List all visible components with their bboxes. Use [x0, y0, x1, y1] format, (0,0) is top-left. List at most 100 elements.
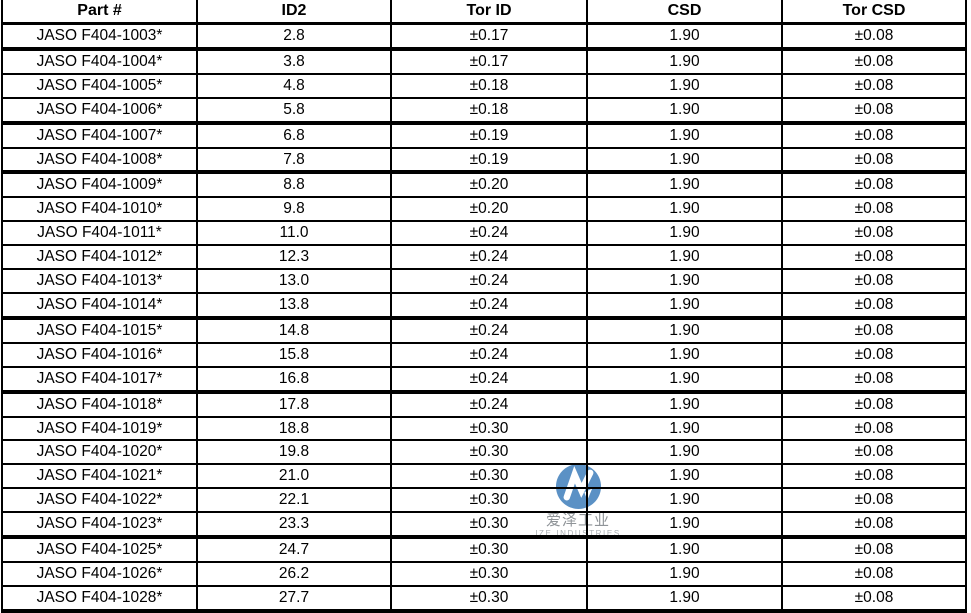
table-cell: JASO F404-1023*	[1, 512, 198, 538]
table-cell: 1.90	[586, 97, 783, 123]
table-cell: 1.90	[586, 317, 783, 343]
table-row: JASO F404-1006* 5.8 ±0.18 1.90 ±0.08	[1, 97, 967, 123]
column-header-id2: ID2	[196, 0, 392, 24]
table-cell: ±0.08	[781, 245, 967, 270]
table-cell: ±0.30	[390, 464, 588, 489]
table-cell: JASO F404-1013*	[1, 269, 198, 293]
table-cell: 24.7	[196, 537, 392, 562]
table-cell: ±0.08	[781, 585, 967, 611]
table-cell: 18.8	[196, 416, 392, 441]
table-cell: 1.90	[586, 464, 783, 489]
table-cell: ±0.18	[390, 73, 588, 98]
table-cell: ±0.08	[781, 292, 967, 318]
table-cell: 1.90	[586, 342, 783, 367]
table-cell: ±0.08	[781, 48, 967, 74]
table-cell: 1.90	[586, 221, 783, 246]
table-cell: 22.1	[196, 488, 392, 513]
table-cell: 1.90	[586, 488, 783, 513]
table-cell: ±0.24	[390, 221, 588, 246]
table-cell: 11.0	[196, 221, 392, 246]
table-cell: 13.8	[196, 292, 392, 318]
table-cell: ±0.08	[781, 391, 967, 417]
table-cell: ±0.19	[390, 147, 588, 173]
table-cell: ±0.08	[781, 342, 967, 367]
table-cell: 1.90	[586, 537, 783, 562]
table-cell: ±0.08	[781, 416, 967, 441]
table-cell: ±0.08	[781, 488, 967, 513]
table-cell: ±0.08	[781, 147, 967, 173]
table-cell: ±0.24	[390, 391, 588, 417]
table-cell: ±0.08	[781, 537, 967, 562]
table-row: JASO F404-1021* 21.0 ±0.30 1.90 ±0.08	[1, 464, 967, 489]
table-cell: 1.90	[586, 172, 783, 198]
column-header-csd: CSD	[586, 0, 783, 24]
table-cell: JASO F404-1028*	[1, 585, 198, 611]
table-cell: 15.8	[196, 342, 392, 367]
table-cell: JASO F404-1025*	[1, 537, 198, 562]
table-cell: JASO F404-1018*	[1, 391, 198, 417]
table-cell: ±0.17	[390, 23, 588, 49]
table-cell: 19.8	[196, 440, 392, 465]
table-cell: ±0.08	[781, 512, 967, 538]
table-cell: ±0.30	[390, 561, 588, 586]
table-cell: 26.2	[196, 561, 392, 586]
table-cell: JASO F404-1019*	[1, 416, 198, 441]
table-cell: ±0.20	[390, 197, 588, 222]
table-row: JASO F404-1025* 24.7 ±0.30 1.90 ±0.08	[1, 537, 967, 562]
table-cell: ±0.08	[781, 221, 967, 246]
table-row: JASO F404-1020* 19.8 ±0.30 1.90 ±0.08	[1, 440, 967, 465]
table-row: JASO F404-1026* 26.2 ±0.30 1.90 ±0.08	[1, 561, 967, 586]
table-cell: 8.8	[196, 172, 392, 198]
table-row: JASO F404-1022* 22.1 ±0.30 1.90 ±0.08	[1, 488, 967, 513]
table-cell: JASO F404-1008*	[1, 147, 198, 173]
table-header-row: Part # ID2 Tor ID CSD Tor CSD	[1, 0, 967, 24]
table-row: JASO F404-1013* 13.0 ±0.24 1.90 ±0.08	[1, 269, 967, 293]
table-cell: ±0.08	[781, 197, 967, 222]
table-cell: ±0.24	[390, 366, 588, 392]
table-cell: ±0.30	[390, 585, 588, 611]
table-cell: 23.3	[196, 512, 392, 538]
table-cell: JASO F404-1022*	[1, 488, 198, 513]
table-cell: ±0.30	[390, 512, 588, 538]
column-header-tor-id: Tor ID	[390, 0, 588, 24]
table-cell: 1.90	[586, 391, 783, 417]
table-cell: 13.0	[196, 269, 392, 293]
table-cell: ±0.30	[390, 416, 588, 441]
table-cell: 4.8	[196, 73, 392, 98]
table-cell: ±0.08	[781, 23, 967, 49]
table-cell: ±0.19	[390, 122, 588, 148]
table-row: JASO F404-1004* 3.8 ±0.17 1.90 ±0.08	[1, 48, 967, 74]
table-cell: 1.90	[586, 561, 783, 586]
table-cell: 1.90	[586, 245, 783, 270]
table-row: JASO F404-1011* 11.0 ±0.24 1.90 ±0.08	[1, 221, 967, 246]
table-cell: 1.90	[586, 512, 783, 538]
table-row: JASO F404-1019* 18.8 ±0.30 1.90 ±0.08	[1, 416, 967, 441]
table-cell: 1.90	[586, 440, 783, 465]
table-header: Part # ID2 Tor ID CSD Tor CSD	[1, 0, 967, 24]
table-cell: 1.90	[586, 416, 783, 441]
table-cell: JASO F404-1017*	[1, 366, 198, 392]
table-cell: ±0.08	[781, 122, 967, 148]
table-cell: ±0.24	[390, 317, 588, 343]
table-cell: 3.8	[196, 48, 392, 74]
table-cell: 1.90	[586, 197, 783, 222]
table-cell: JASO F404-1014*	[1, 292, 198, 318]
table-row: JASO F404-1023* 23.3 ±0.30 1.90 ±0.08	[1, 512, 967, 538]
table-cell: JASO F404-1009*	[1, 172, 198, 198]
table-cell: ±0.20	[390, 172, 588, 198]
table-row: JASO F404-1008* 7.8 ±0.19 1.90 ±0.08	[1, 147, 967, 173]
table-cell: JASO F404-1003*	[1, 23, 198, 49]
table-cell: ±0.08	[781, 317, 967, 343]
table-cell: ±0.08	[781, 172, 967, 198]
table-cell: 21.0	[196, 464, 392, 489]
table-cell: JASO F404-1020*	[1, 440, 198, 465]
table-cell: JASO F404-1004*	[1, 48, 198, 74]
table-cell: 12.3	[196, 245, 392, 270]
table-cell: ±0.24	[390, 292, 588, 318]
table-cell: 5.8	[196, 97, 392, 123]
table-cell: 1.90	[586, 292, 783, 318]
table-cell: 2.8	[196, 23, 392, 49]
table-cell: JASO F404-1021*	[1, 464, 198, 489]
table-cell: ±0.08	[781, 73, 967, 98]
table-row: JASO F404-1014* 13.8 ±0.24 1.90 ±0.08	[1, 292, 967, 318]
